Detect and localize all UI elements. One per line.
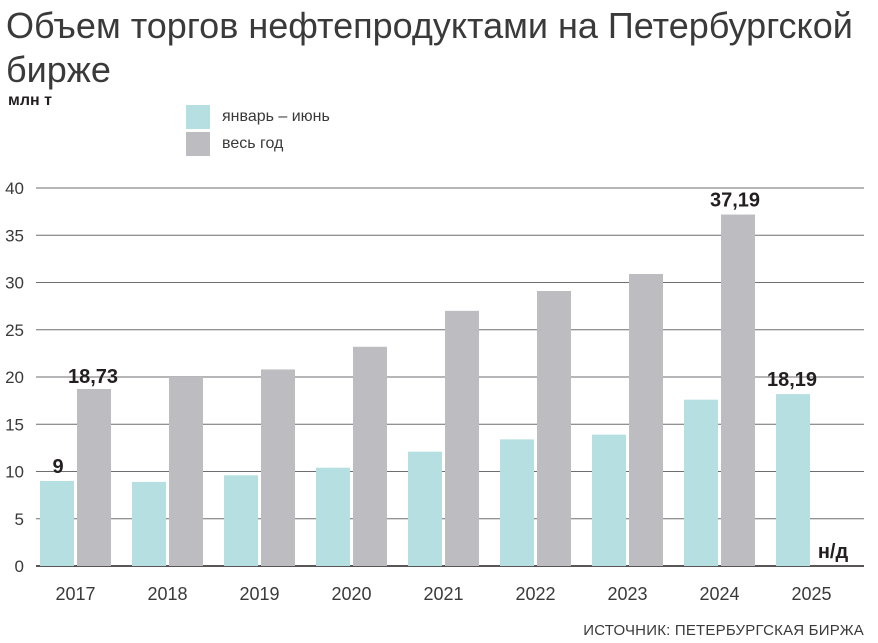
legend-label-full-year: весь год: [222, 135, 284, 152]
x-tick-label-2019: 2019: [239, 584, 279, 604]
x-tick-label-2023: 2023: [607, 584, 647, 604]
x-tick-label-2025: 2025: [791, 584, 831, 604]
x-tick-label-2024: 2024: [699, 584, 739, 604]
bar-jan-jun-2022: [500, 439, 534, 566]
bar-jan-jun-2024: [684, 399, 718, 566]
bar-full-year-2017: [77, 389, 111, 566]
bar-jan-jun-2021: [408, 451, 442, 566]
source-note: ИСТОЧНИК: ПЕТЕРБУРГСКАЯ БИРЖА: [583, 622, 864, 639]
bar-full-year-2018: [169, 377, 203, 566]
bar-full-year-2023: [629, 273, 663, 566]
bar-jan-jun-2025: [776, 394, 810, 566]
data-label: 37,19: [710, 190, 760, 212]
x-tick-label-2022: 2022: [515, 584, 555, 604]
legend-swatch-full-year: [186, 132, 210, 156]
data-label: 9: [52, 456, 63, 478]
bar-jan-jun-2018: [132, 481, 166, 566]
x-tick-label-2020: 2020: [331, 584, 371, 604]
bar-jan-jun-2019: [224, 475, 258, 566]
y-tick-label: 10: [5, 463, 24, 482]
data-label: 18,73: [68, 366, 118, 388]
bar-full-year-2020: [353, 346, 387, 566]
bar-full-year-2021: [445, 310, 479, 566]
bar-full-year-2022: [537, 291, 571, 566]
legend-swatch-jan-jun: [186, 105, 210, 129]
y-tick-label: 30: [5, 274, 24, 293]
bar-jan-jun-2020: [316, 467, 350, 566]
data-label: 18,19: [767, 369, 817, 391]
bar-jan-jun-2023: [592, 434, 626, 566]
y-tick-label: 25: [5, 321, 24, 340]
y-tick-label: 0: [15, 557, 24, 576]
x-tick-label-2018: 2018: [147, 584, 187, 604]
y-tick-label: 15: [5, 415, 24, 434]
y-axis-unit-label: млн т: [8, 92, 52, 109]
x-tick-label-2021: 2021: [423, 584, 463, 604]
legend-label-jan-jun: январь – июнь: [222, 108, 330, 125]
x-tick-label-2017: 2017: [55, 584, 95, 604]
data-label: н/д: [818, 541, 849, 563]
y-tick-label: 40: [5, 179, 24, 198]
chart-title: Объем торгов нефтепродуктами на Петербур…: [6, 5, 853, 90]
bar-full-year-2019: [261, 369, 295, 566]
y-tick-label: 20: [5, 368, 24, 387]
bar-full-year-2024: [721, 214, 755, 566]
y-tick-label: 35: [5, 226, 24, 245]
legend: январь – июнь весь год: [186, 104, 330, 158]
y-tick-label: 5: [15, 510, 24, 529]
bar-jan-jun-2017: [40, 480, 74, 566]
legend-item-full-year: весь год: [186, 131, 330, 157]
legend-item-jan-jun: январь – июнь: [186, 104, 330, 130]
